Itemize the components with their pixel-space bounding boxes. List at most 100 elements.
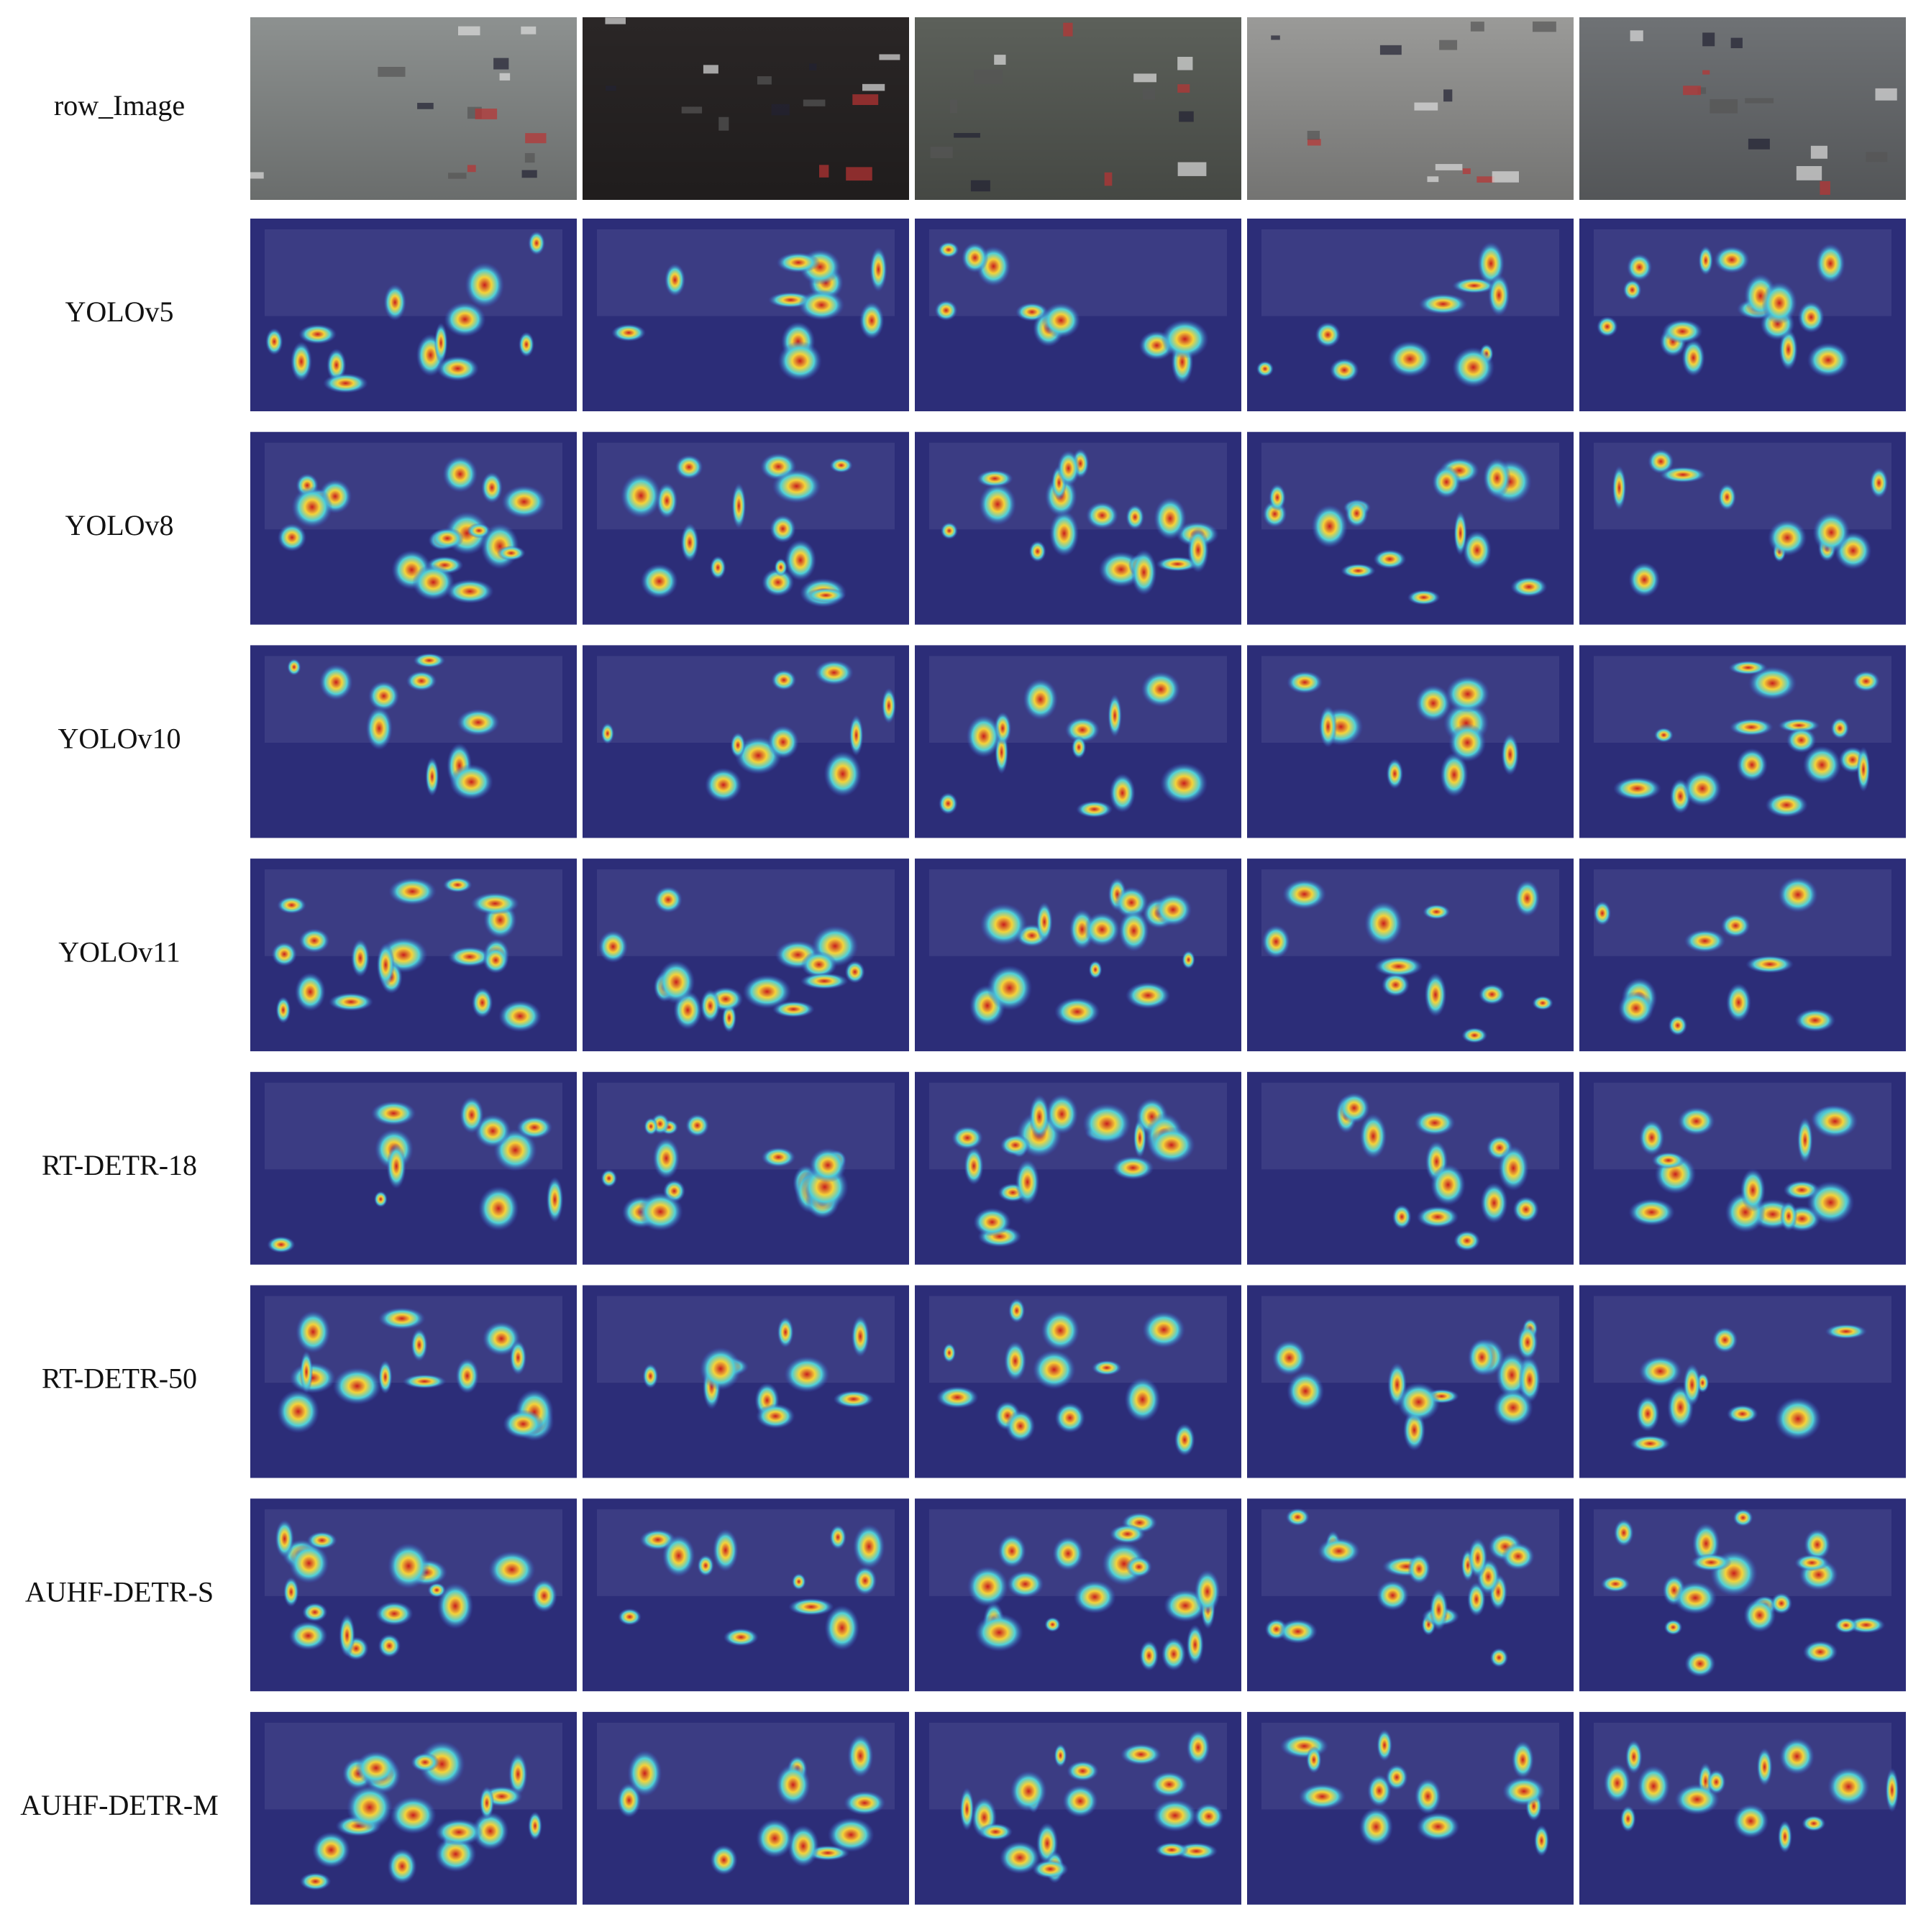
heatmap-hotspot bbox=[1261, 925, 1291, 958]
heatmap-hotspot bbox=[1028, 1094, 1050, 1140]
heatmap-hotspot bbox=[1429, 1588, 1448, 1631]
heatmap-scene bbox=[1594, 442, 1891, 530]
heatmap-hotspot bbox=[1804, 1529, 1831, 1561]
image-detail bbox=[819, 165, 829, 178]
heatmap-hotspot bbox=[1635, 1396, 1660, 1432]
image-detail bbox=[1470, 22, 1484, 32]
heatmap-hotspot bbox=[306, 1531, 337, 1549]
image-detail bbox=[1414, 102, 1438, 111]
heatmap-hotspot bbox=[1120, 1743, 1161, 1766]
heatmap-hotspot bbox=[762, 568, 795, 597]
heatmap-hotspot bbox=[1603, 1763, 1631, 1803]
heatmap-hotspot bbox=[1673, 1581, 1717, 1615]
image-detail bbox=[950, 99, 958, 114]
heatmap-hotspot bbox=[1510, 577, 1548, 598]
heatmap-hotspot bbox=[662, 1534, 695, 1578]
heatmap-hotspot bbox=[1147, 1126, 1195, 1164]
heatmap-hotspot bbox=[283, 1577, 299, 1608]
heatmap-hotspot bbox=[1492, 1388, 1533, 1427]
image-detail bbox=[1866, 152, 1888, 162]
heatmap-hotspot bbox=[742, 974, 792, 1009]
heatmap-hotspot bbox=[1712, 1327, 1738, 1353]
image-detail bbox=[417, 103, 434, 109]
heatmap-hotspot bbox=[339, 1613, 355, 1657]
image-detail bbox=[1697, 87, 1707, 94]
heatmap-hotspot bbox=[1662, 319, 1703, 344]
heatmap-hotspot bbox=[1825, 1324, 1868, 1340]
heatmap-hotspot bbox=[654, 886, 683, 913]
image-detail bbox=[1477, 176, 1494, 183]
heatmap-hotspot bbox=[611, 324, 647, 342]
row-label: YOLOv8 bbox=[65, 509, 173, 541]
heatmap-hotspot bbox=[447, 946, 492, 967]
heatmap-scene bbox=[597, 229, 895, 316]
heatmap-hotspot bbox=[328, 992, 374, 1012]
heatmap-hotspot bbox=[383, 284, 406, 321]
image-detail bbox=[1133, 73, 1157, 83]
heatmap-hotspot bbox=[1743, 1598, 1776, 1633]
heatmap-hotspot bbox=[601, 723, 614, 744]
heatmap-hotspot bbox=[434, 1818, 483, 1846]
heatmap-hotspot bbox=[847, 1734, 874, 1778]
heatmap-hotspot bbox=[1010, 1770, 1047, 1812]
heatmap-hotspot bbox=[1856, 746, 1871, 792]
heatmap-hotspot bbox=[1729, 718, 1774, 736]
heatmap-hotspot bbox=[771, 669, 797, 691]
heatmap-scene bbox=[265, 656, 562, 743]
image-detail bbox=[1702, 70, 1710, 75]
heatmap-hotspot bbox=[784, 539, 817, 581]
image-detail bbox=[1683, 86, 1701, 96]
image-detail bbox=[930, 147, 953, 159]
heatmap-hotspot bbox=[1279, 1734, 1329, 1759]
heatmap-hotspot bbox=[1830, 717, 1850, 740]
heatmap-hotspot bbox=[788, 1598, 834, 1616]
heatmap-hotspot bbox=[267, 1236, 296, 1253]
heatmap-hotspot bbox=[1452, 347, 1495, 388]
image-detail bbox=[862, 83, 885, 91]
heatmap-hotspot bbox=[387, 1848, 417, 1885]
heatmap-hotspot bbox=[1416, 1206, 1459, 1228]
heatmap-hotspot bbox=[378, 1634, 401, 1658]
heatmap-hotspot bbox=[844, 960, 865, 984]
heatmap-hotspot bbox=[378, 1307, 426, 1330]
heatmap-hotspot bbox=[437, 1583, 474, 1629]
heatmap-hotspot bbox=[1161, 1637, 1187, 1671]
heatmap-hotspot bbox=[870, 247, 887, 293]
heatmap-hotspot bbox=[966, 715, 1002, 758]
heatmap-hotspot bbox=[323, 373, 368, 393]
heatmap-hotspot bbox=[851, 1315, 870, 1358]
heatmap-hotspot bbox=[1317, 1537, 1361, 1565]
heatmap-hotspot bbox=[1084, 912, 1121, 947]
heatmap-hotspot bbox=[620, 472, 662, 518]
heatmap-hotspot bbox=[770, 514, 796, 544]
heatmap-hotspot bbox=[1725, 983, 1751, 1022]
heatmap-hotspot bbox=[1049, 510, 1080, 557]
heatmap-hotspot bbox=[853, 1566, 877, 1595]
image-detail bbox=[1630, 30, 1643, 42]
heatmap-hotspot bbox=[1364, 901, 1403, 946]
heatmap-hotspot bbox=[319, 664, 353, 701]
heatmap-hotspot bbox=[298, 324, 337, 344]
heatmap-hotspot bbox=[1015, 1159, 1040, 1206]
heatmap-hotspot bbox=[1807, 1181, 1855, 1224]
heatmap-hotspot bbox=[455, 1358, 479, 1394]
heatmap-hotspot bbox=[483, 946, 509, 974]
heatmap-hotspot bbox=[1628, 562, 1661, 598]
image-detail bbox=[1492, 171, 1519, 183]
image-detail bbox=[771, 104, 790, 116]
heatmap-hotspot bbox=[411, 1752, 439, 1772]
heatmap-hotspot bbox=[1489, 1647, 1509, 1668]
heatmap-hotspot bbox=[1802, 1640, 1838, 1664]
heatmap-hotspot bbox=[1359, 1807, 1394, 1847]
heatmap-hotspot bbox=[598, 930, 629, 963]
image-detail bbox=[994, 55, 1006, 65]
heatmap-hotspot bbox=[1802, 746, 1842, 784]
heatmap-hotspot bbox=[1367, 1774, 1392, 1808]
image-detail bbox=[1177, 84, 1190, 93]
heatmap-hotspot bbox=[275, 1519, 295, 1558]
heatmap-scene bbox=[597, 1509, 895, 1596]
heatmap-hotspot bbox=[1501, 1542, 1535, 1570]
heatmap-hotspot bbox=[1028, 540, 1046, 562]
heatmap-hotspot bbox=[457, 708, 500, 736]
heatmap-hotspot bbox=[1778, 718, 1820, 733]
